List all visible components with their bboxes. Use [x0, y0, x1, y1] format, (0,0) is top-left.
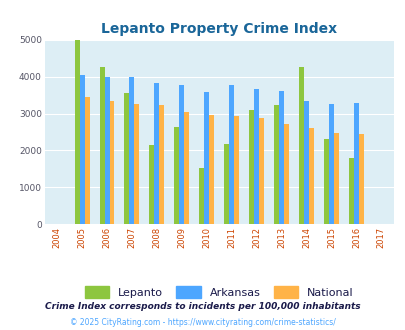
Bar: [258, 118, 264, 224]
Bar: [333, 133, 338, 224]
Bar: [323, 139, 328, 224]
Bar: [159, 105, 164, 224]
Bar: [303, 101, 308, 224]
Bar: [229, 85, 234, 224]
Text: Crime Index corresponds to incidents per 100,000 inhabitants: Crime Index corresponds to incidents per…: [45, 302, 360, 311]
Title: Lepanto Property Crime Index: Lepanto Property Crime Index: [101, 22, 337, 36]
Bar: [199, 168, 204, 224]
Bar: [109, 101, 114, 224]
Bar: [273, 105, 278, 224]
Bar: [278, 91, 284, 224]
Bar: [209, 115, 214, 224]
Bar: [129, 78, 134, 224]
Bar: [75, 40, 79, 224]
Bar: [284, 124, 288, 224]
Bar: [353, 103, 358, 224]
Bar: [79, 75, 84, 224]
Text: © 2025 CityRating.com - https://www.cityrating.com/crime-statistics/: © 2025 CityRating.com - https://www.city…: [70, 318, 335, 327]
Bar: [179, 85, 184, 224]
Bar: [254, 88, 258, 224]
Bar: [224, 144, 229, 224]
Bar: [358, 134, 363, 224]
Legend: Lepanto, Arkansas, National: Lepanto, Arkansas, National: [80, 282, 357, 303]
Bar: [184, 112, 189, 224]
Bar: [348, 158, 353, 224]
Bar: [154, 83, 159, 224]
Bar: [149, 145, 154, 224]
Bar: [104, 78, 109, 224]
Bar: [124, 93, 129, 224]
Bar: [204, 92, 209, 224]
Bar: [99, 67, 104, 224]
Bar: [298, 67, 303, 224]
Bar: [328, 104, 333, 224]
Bar: [174, 127, 179, 224]
Bar: [234, 116, 239, 224]
Bar: [84, 97, 90, 224]
Bar: [249, 110, 254, 224]
Bar: [308, 128, 313, 224]
Bar: [134, 104, 139, 224]
